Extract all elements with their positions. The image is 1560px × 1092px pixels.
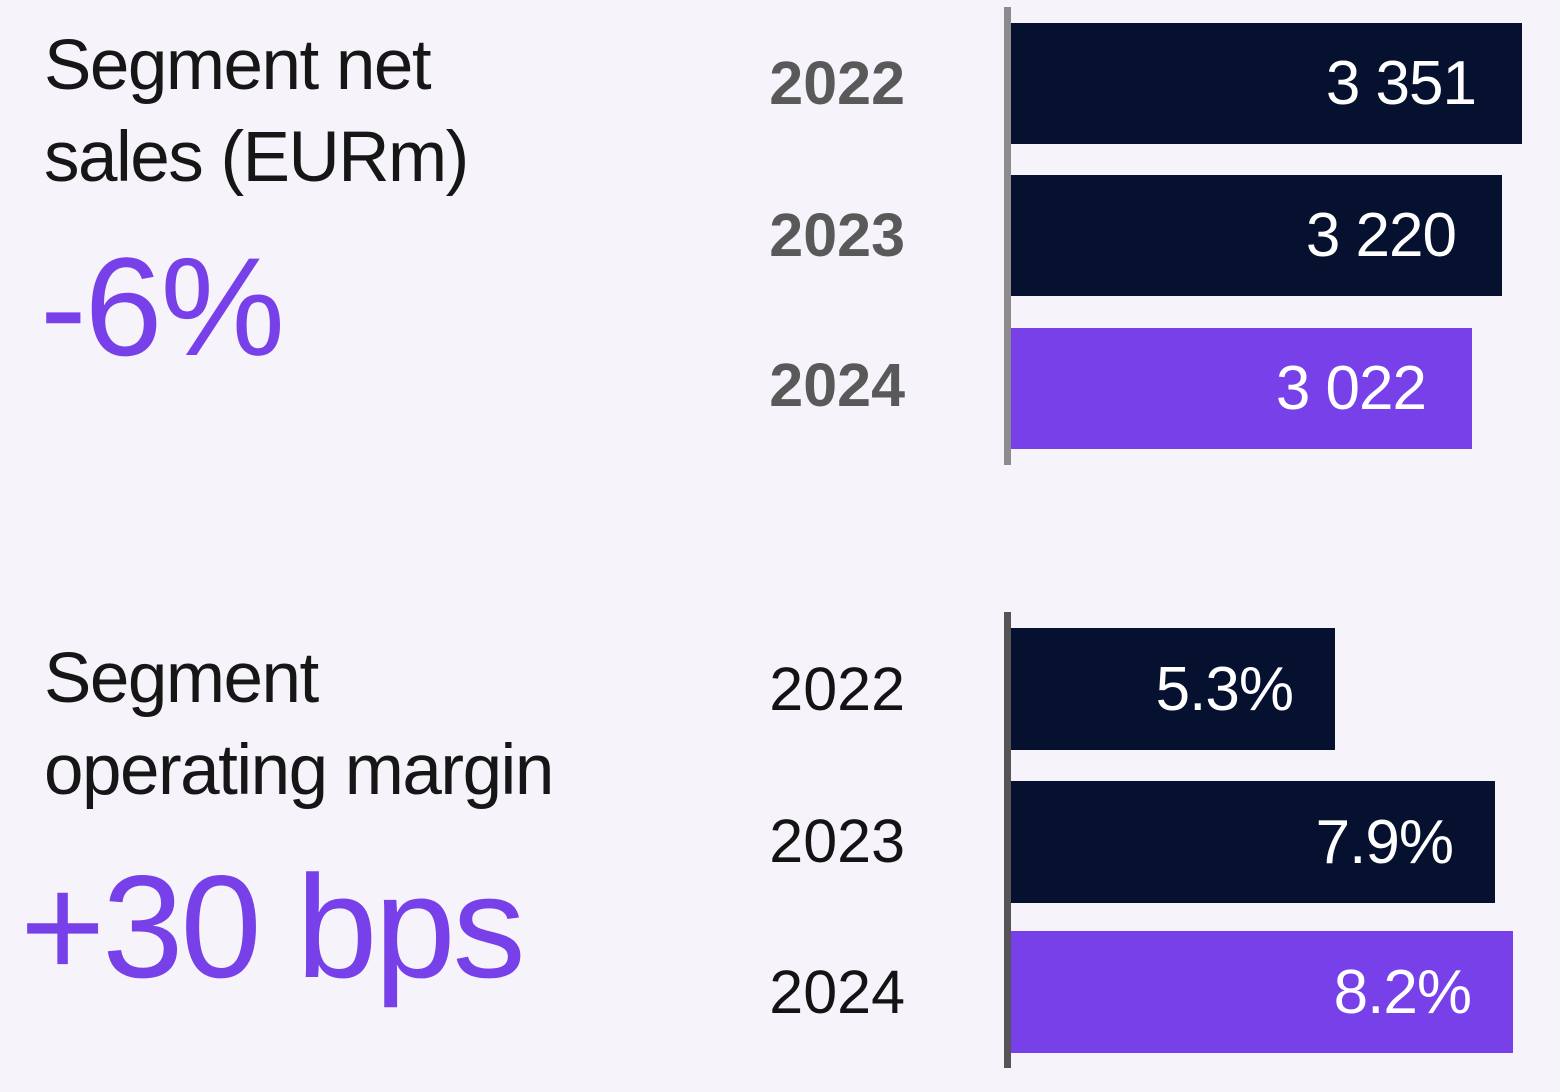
operating-margin-title-line1: Segment <box>44 639 319 718</box>
net-sales-axis-line <box>1004 7 1011 465</box>
operating-margin-title: Segment operating margin <box>44 633 554 817</box>
operating-margin-bar-value-2023: 7.9% <box>1315 807 1454 877</box>
operating-margin-bar-value-2022: 5.3% <box>1155 654 1294 724</box>
operating-margin-title-line2: operating margin <box>44 731 554 810</box>
net-sales-year-label-2023: 2023 <box>769 201 905 269</box>
operating-margin-bar-2024: 8.2% <box>1011 931 1513 1053</box>
net-sales-bar-value-2022: 3 351 <box>1325 49 1477 118</box>
net-sales-year-label-2024: 2024 <box>769 351 905 419</box>
net-sales-bar-value-2023: 3 220 <box>1305 201 1457 270</box>
net-sales-title: Segment net sales (EURm) <box>44 20 469 204</box>
net-sales-title-line1: Segment net <box>44 26 432 105</box>
operating-margin-axis-line <box>1004 612 1011 1068</box>
operating-margin-bar-2023: 7.9% <box>1011 781 1495 903</box>
net-sales-title-line2: sales (EURm) <box>44 118 469 197</box>
net-sales-bar-2022: 3 351 <box>1011 23 1522 144</box>
operating-margin-bar-value-2024: 8.2% <box>1333 957 1472 1027</box>
net-sales-year-label-2022: 2022 <box>769 49 905 117</box>
operating-margin-delta: +30 bps <box>20 845 526 1008</box>
operating-margin-bar-2022: 5.3% <box>1011 628 1335 750</box>
operating-margin-year-label-2023: 2023 <box>769 807 905 875</box>
net-sales-bar-2023: 3 220 <box>1011 175 1502 296</box>
operating-margin-year-label-2024: 2024 <box>769 958 905 1026</box>
net-sales-delta: -6% <box>40 228 285 385</box>
net-sales-bar-value-2024: 3 022 <box>1275 354 1427 423</box>
operating-margin-year-label-2022: 2022 <box>769 655 905 723</box>
net-sales-bar-2024: 3 022 <box>1011 328 1472 449</box>
